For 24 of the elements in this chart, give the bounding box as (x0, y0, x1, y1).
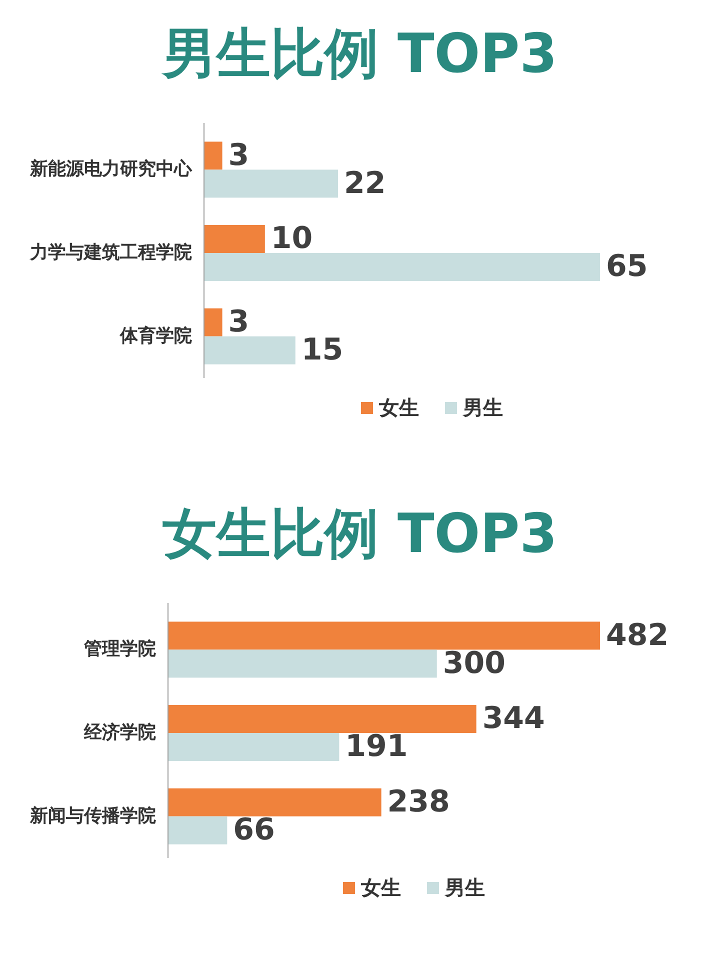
data-label: 482 (606, 618, 669, 653)
data-label: 238 (387, 784, 450, 820)
data-label: 191 (345, 729, 408, 764)
y-tick-label: 体育学院 (119, 324, 192, 346)
data-label: 10 (270, 221, 313, 256)
data-label: 344 (482, 701, 545, 736)
chart-title: 女生比例 TOP3 (162, 502, 558, 565)
data-label: 22 (344, 166, 386, 201)
y-tick-label: 新能源电力研究中心 (29, 158, 193, 180)
y-tick-label: 力学与建筑工程学院 (29, 242, 192, 263)
data-label: 65 (606, 249, 648, 284)
y-tick-label: 经济学院 (83, 722, 156, 743)
data-label: 3 (228, 138, 250, 173)
data-label: 15 (301, 332, 344, 368)
chart-title: 男生比例 TOP3 (160, 22, 558, 85)
legend-label: 女生 (378, 395, 419, 420)
legend-label: 男生 (444, 875, 485, 900)
data-label: 3 (228, 304, 250, 340)
y-tick-label: 新闻与传播学院 (29, 805, 156, 826)
data-label: 66 (233, 812, 275, 848)
data-label: 300 (442, 646, 506, 681)
legend-label: 女生 (360, 875, 401, 900)
legend-label: 男生 (462, 395, 503, 420)
y-tick-label: 管理学院 (83, 638, 156, 660)
